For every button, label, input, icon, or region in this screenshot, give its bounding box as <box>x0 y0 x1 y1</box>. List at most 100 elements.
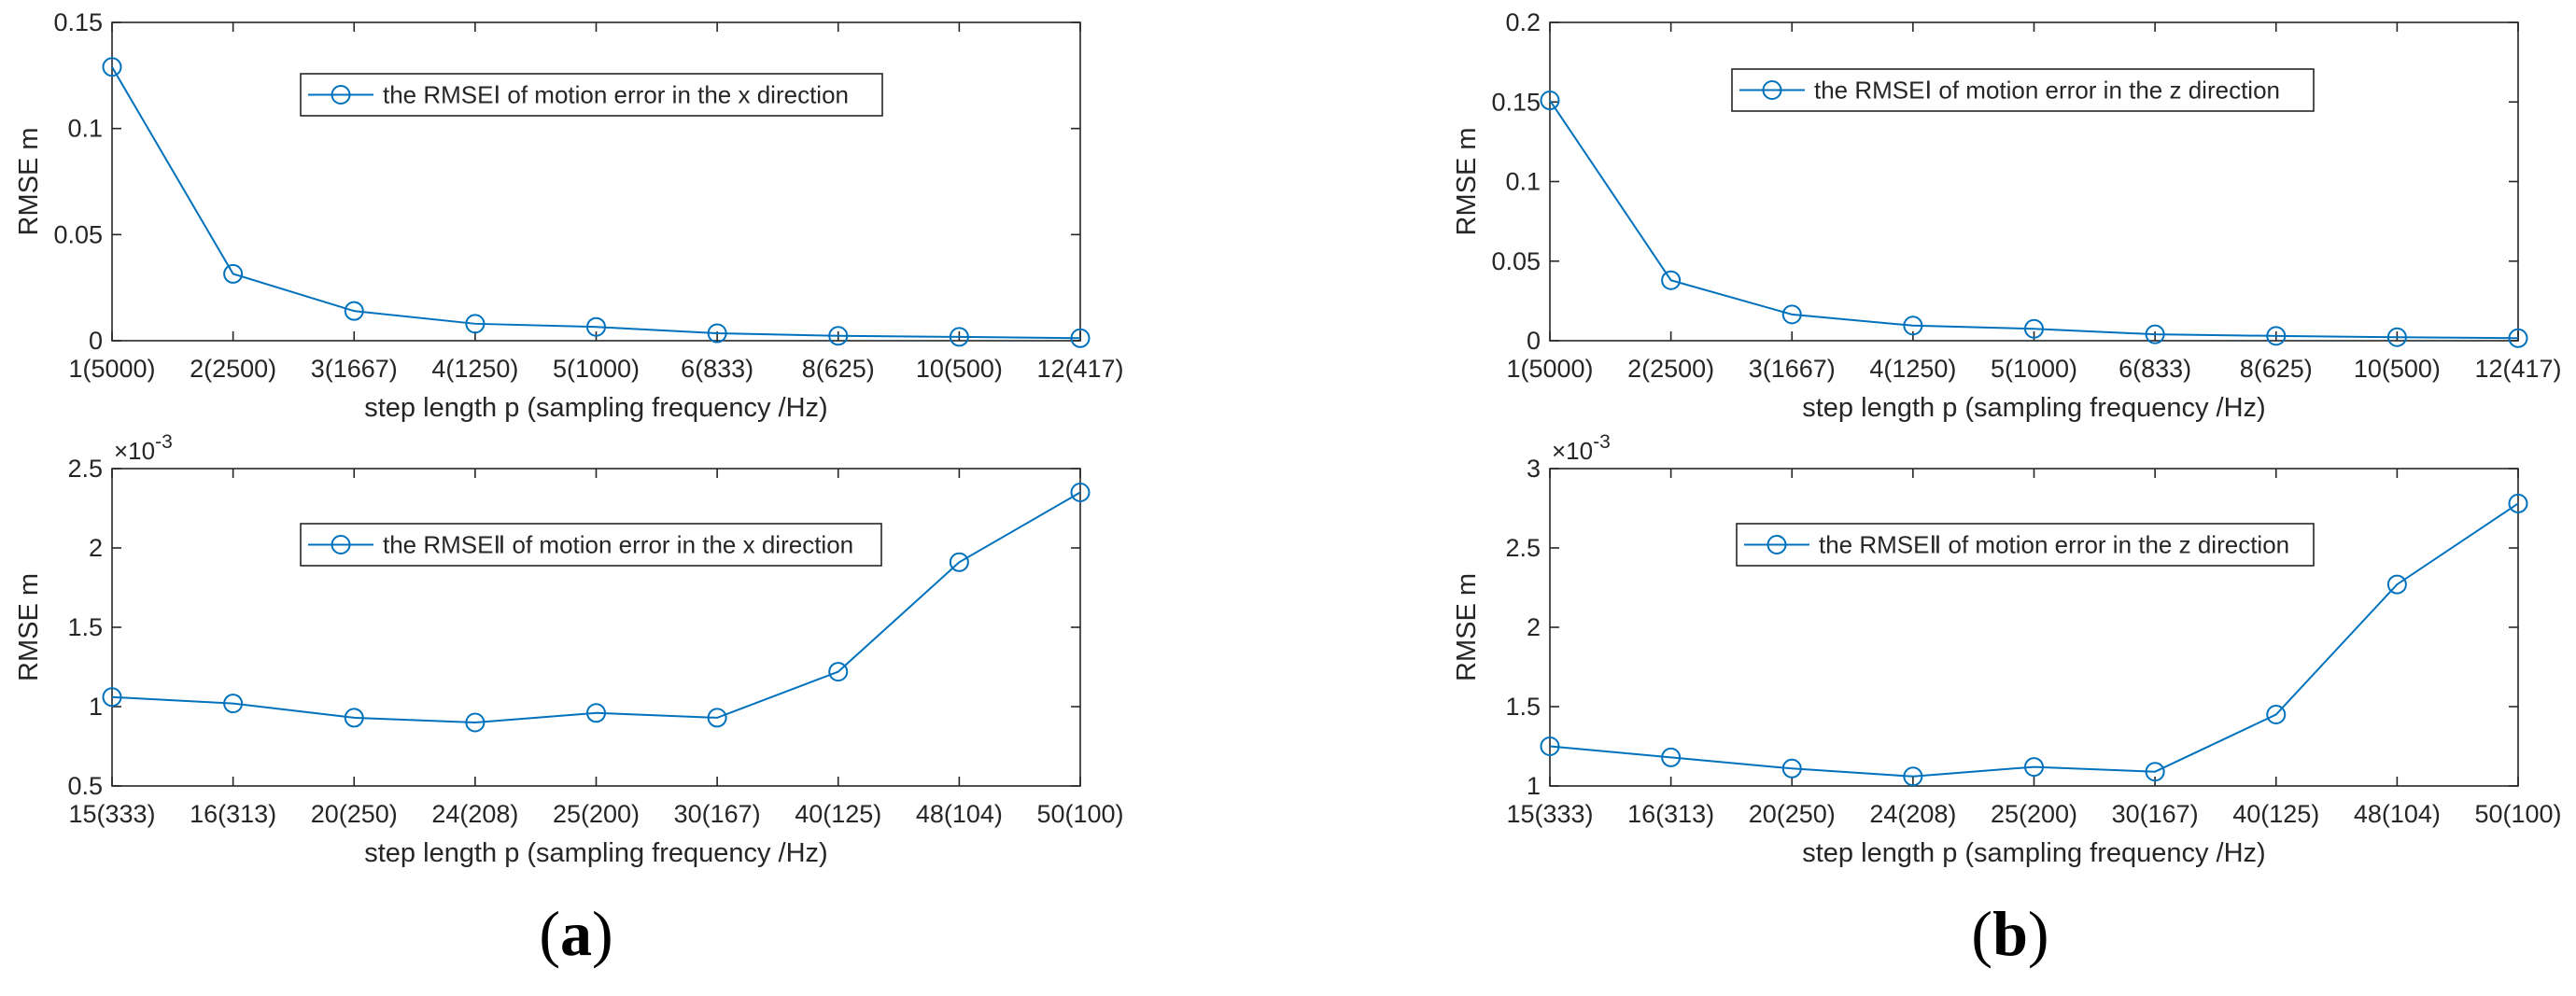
x-tick-label-a-top: 5(1000) <box>553 355 640 383</box>
data-point-a-top <box>465 314 486 334</box>
plot-area-b-bottom <box>1549 468 2519 787</box>
x-tick-label-b-bottom: 20(250) <box>1749 800 1836 828</box>
x-tick-label-a-top: 4(1250) <box>431 355 518 383</box>
data-point-a-bottom <box>1070 483 1091 502</box>
x-tick-label-b-top: 1(5000) <box>1506 355 1593 383</box>
data-point-b-bottom <box>1540 736 1560 756</box>
x-tick-label-a-bottom: 16(313) <box>190 800 276 828</box>
x-tick-label-a-bottom: 48(104) <box>916 800 1003 828</box>
x-tick-label-b-top: 5(1000) <box>1991 355 2077 383</box>
x-tick-label-a-bottom: 50(100) <box>1036 800 1123 828</box>
x-axis-label-a-bottom: step length p (sampling frequency /Hz) <box>364 838 827 868</box>
data-point-a-top <box>223 263 244 284</box>
y-exponent-base-a-bottom: ×10 <box>114 437 155 465</box>
x-axis-label-a-top: step length p (sampling frequency /Hz) <box>364 393 827 423</box>
data-point-b-top <box>1661 270 1682 290</box>
panel-label-a-open: ( <box>539 898 560 969</box>
data-point-a-top <box>102 57 122 77</box>
x-tick-label-b-top: 3(1667) <box>1749 355 1836 383</box>
panel-label-a: (a) <box>483 902 669 965</box>
data-point-a-top <box>1070 328 1091 348</box>
series-line-a-top <box>111 66 1081 340</box>
x-tick-label-b-top: 2(2500) <box>1627 355 1714 383</box>
plot-area-a-bottom <box>111 468 1081 787</box>
panel-label-a-letter: a <box>560 898 592 969</box>
panel-label-b-close: ) <box>2027 898 2049 969</box>
data-point-b-bottom <box>1903 766 1923 787</box>
data-point-b-bottom <box>2508 493 2528 513</box>
x-tick-label-b-top: 10(500) <box>2354 355 2441 383</box>
data-point-a-bottom <box>949 552 969 572</box>
data-point-b-bottom <box>2145 762 2165 782</box>
y-tick-label-b-top: 0.1 <box>1505 168 1541 196</box>
y-tick-label-b-bottom: 2.5 <box>1505 534 1541 562</box>
data-point-a-top <box>344 301 364 321</box>
y-tick-label-b-bottom: 3 <box>1527 455 1541 483</box>
x-tick-label-a-top: 6(833) <box>681 355 753 383</box>
legend-box-a-bottom <box>300 523 882 567</box>
legend-marker-a-top <box>331 85 351 105</box>
y-axis-label-a-top: RMSE m <box>14 128 44 236</box>
x-tick-label-b-bottom: 48(104) <box>2354 800 2441 828</box>
panel-label-b-open: ( <box>1971 898 1993 969</box>
legend-label-a-bottom: the RMSEⅡ of motion error in the x direc… <box>383 531 853 559</box>
data-point-a-bottom <box>223 694 244 714</box>
x-tick-label-a-top: 2(2500) <box>190 355 276 383</box>
x-tick-label-a-top: 1(5000) <box>68 355 155 383</box>
series-line-a-bottom <box>111 491 1081 724</box>
data-point-a-bottom <box>465 712 486 733</box>
y-tick-label-b-top: 0.15 <box>1491 88 1541 116</box>
x-tick-label-b-top: 4(1250) <box>1869 355 1956 383</box>
y-tick-label-b-top: 0 <box>1527 327 1541 355</box>
x-tick-label-a-bottom: 24(208) <box>431 800 518 828</box>
y-tick-label-a-bottom: 0.5 <box>67 772 103 800</box>
x-tick-label-b-bottom: 16(313) <box>1627 800 1714 828</box>
panel-label-b: (b) <box>1917 902 2104 965</box>
x-tick-label-a-top: 3(1667) <box>311 355 398 383</box>
y-tick-label-b-top: 0.2 <box>1505 8 1541 36</box>
x-tick-label-a-bottom: 40(125) <box>795 800 881 828</box>
data-point-a-top <box>707 323 727 344</box>
data-point-a-bottom <box>586 703 606 723</box>
y-tick-label-a-bottom: 2 <box>89 534 103 562</box>
x-tick-label-b-bottom: 24(208) <box>1869 800 1956 828</box>
data-point-b-bottom <box>2266 705 2287 724</box>
data-point-b-bottom <box>2386 574 2407 595</box>
data-point-b-top <box>1540 91 1560 111</box>
x-tick-label-a-top: 12(417) <box>1036 355 1123 383</box>
legend-marker-a-bottom <box>331 535 351 554</box>
y-tick-label-b-bottom: 1 <box>1527 772 1541 800</box>
y-exponent-base-b-bottom: ×10 <box>1552 437 1593 465</box>
x-tick-label-a-bottom: 20(250) <box>311 800 398 828</box>
data-point-b-bottom <box>1661 747 1682 767</box>
panel-label-a-close: ) <box>592 898 613 969</box>
data-point-b-top <box>2266 326 2287 346</box>
x-tick-label-a-bottom: 15(333) <box>68 800 155 828</box>
data-point-a-bottom <box>102 687 122 708</box>
plot-area-a-top <box>111 21 1081 342</box>
chart-a-top: 0 0.05 0.1 0.15 1(5000) 2(2500) 3(1667) 4(1250)… <box>14 8 1124 423</box>
data-point-b-top <box>2386 327 2407 347</box>
data-point-a-top <box>586 316 606 337</box>
y-tick-label-a-bottom: 1 <box>89 693 103 721</box>
x-tick-label-b-top: 12(417) <box>2474 355 2561 383</box>
y-exponent-power-b-bottom: -3 <box>1593 431 1611 453</box>
chart-a-bottom: 0.5 1 1.5 2 2.5 15(333) 16(313) 20(250) 24(208) 2… <box>14 431 1124 868</box>
y-tick-label-a-top: 0.15 <box>53 8 103 36</box>
data-point-b-top <box>2508 328 2528 348</box>
y-tick-label-b-bottom: 2 <box>1527 613 1541 641</box>
y-tick-label-a-top: 0 <box>89 327 103 355</box>
data-point-b-bottom <box>1781 758 1802 779</box>
y-tick-label-a-bottom: 1.5 <box>67 613 103 641</box>
legend-marker-b-top <box>1762 80 1782 100</box>
y-exponent-power-a-bottom: -3 <box>155 431 173 453</box>
x-tick-label-a-top: 8(625) <box>802 355 875 383</box>
x-tick-label-b-top: 8(625) <box>2240 355 2313 383</box>
legend-label-a-top: the RMSEⅠ of motion error in the x direc… <box>383 81 849 109</box>
x-tick-label-b-bottom: 40(125) <box>2232 800 2319 828</box>
x-tick-label-b-top: 6(833) <box>2119 355 2191 383</box>
data-point-a-bottom <box>344 708 364 728</box>
y-exponent-b-bottom: ×10-3 <box>1552 431 1611 465</box>
